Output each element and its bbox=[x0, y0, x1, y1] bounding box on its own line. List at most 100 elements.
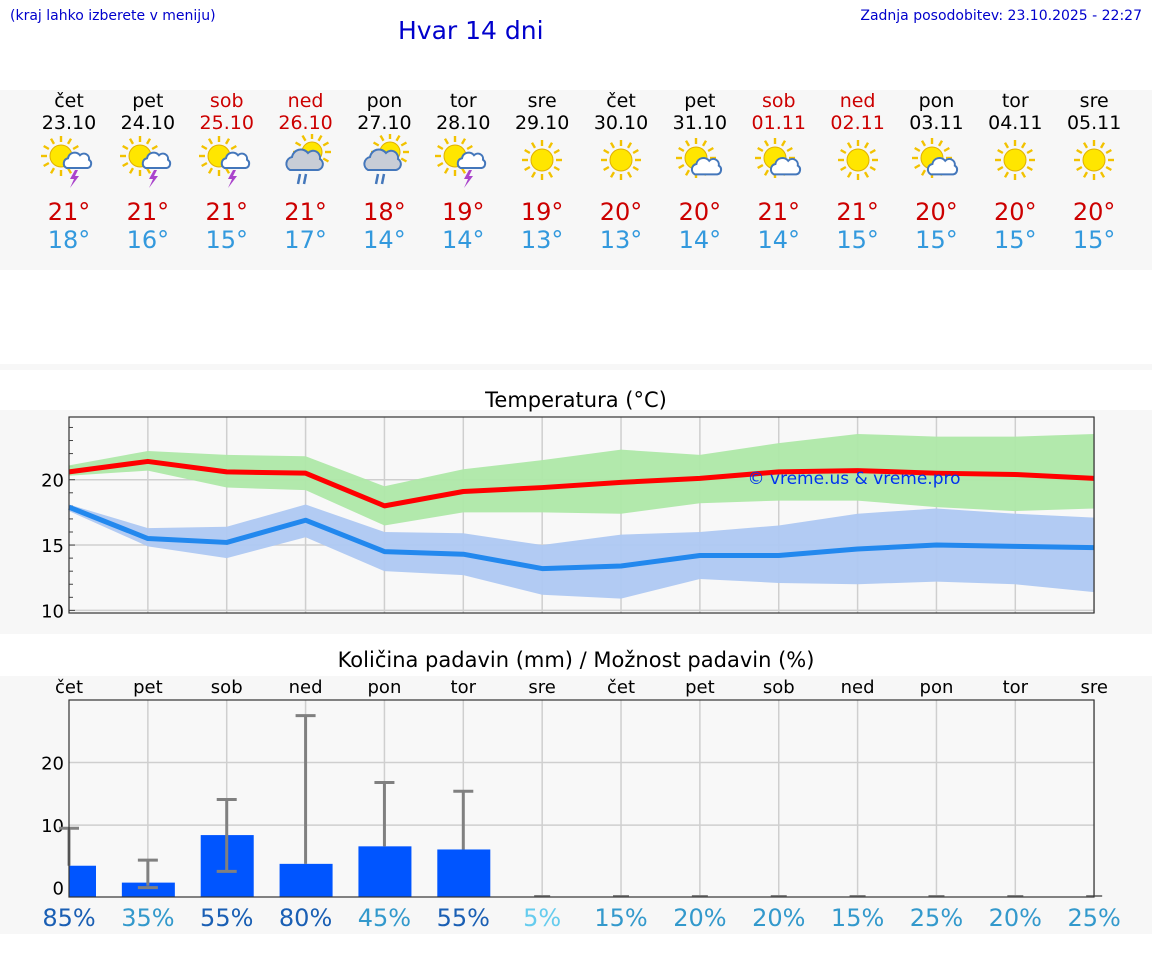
prec-day-label: sre bbox=[1080, 677, 1107, 698]
prec-bar bbox=[69, 865, 96, 897]
day-date: 23.10 bbox=[41, 112, 97, 134]
temp-max: 21° bbox=[284, 198, 327, 226]
day-date: 05.11 bbox=[1066, 112, 1122, 134]
prec-day-label: pet bbox=[133, 677, 163, 698]
temp-min: 15° bbox=[836, 226, 879, 254]
day-name: sob bbox=[761, 90, 796, 112]
day-date: 31.10 bbox=[672, 112, 728, 134]
sun-thunderstorm-icon bbox=[41, 136, 93, 188]
precipitation-chart-title: Količina padavin (mm) / Možnost padavin … bbox=[337, 648, 815, 672]
day-name: pon bbox=[366, 90, 403, 112]
temp-tick-label: 10 bbox=[41, 601, 64, 622]
temp-min: 14° bbox=[757, 226, 800, 254]
temp-min: 17° bbox=[284, 226, 327, 254]
day-date: 03.11 bbox=[909, 112, 964, 134]
precip-probability: 5% bbox=[523, 904, 562, 932]
day-name: tor bbox=[1001, 90, 1029, 112]
temp-line-max bbox=[68, 458, 1095, 509]
day-name: ned bbox=[287, 90, 324, 112]
prec-day-label: čet bbox=[607, 677, 635, 698]
temp-plot-frame bbox=[68, 416, 1095, 614]
day-date: 02.11 bbox=[830, 112, 885, 134]
temp-min: 18° bbox=[47, 226, 91, 254]
temp-max: 20° bbox=[1072, 198, 1116, 226]
precip-probability: 55% bbox=[436, 904, 490, 932]
precip-probability: 35% bbox=[121, 904, 175, 932]
temp-tick-label: 20 bbox=[41, 471, 64, 492]
temp-min: 15° bbox=[994, 226, 1037, 254]
page-title: Hvar 14 dni bbox=[398, 16, 544, 45]
precip-probability: 20% bbox=[752, 904, 806, 932]
day-date: 25.10 bbox=[199, 112, 254, 134]
prec-day-label: čet bbox=[55, 677, 83, 698]
day-name: sre bbox=[527, 90, 557, 112]
prec-day-label: tor bbox=[451, 677, 477, 698]
prec-bar bbox=[279, 863, 333, 897]
day-date: 04.11 bbox=[988, 112, 1043, 134]
temp-min: 14° bbox=[678, 226, 722, 254]
temp-max: 21° bbox=[836, 198, 879, 226]
temp-max: 21° bbox=[126, 198, 170, 226]
prec-day-label: sre bbox=[528, 677, 555, 698]
temp-min: 14° bbox=[363, 226, 406, 254]
sun-cloud-icon bbox=[754, 138, 801, 178]
sun-cloud-rain-icon bbox=[285, 134, 331, 185]
day-name: sre bbox=[1079, 90, 1109, 112]
prec-day-label: tor bbox=[1003, 677, 1029, 698]
prec-day-label: pet bbox=[685, 677, 715, 698]
precip-probability: 80% bbox=[278, 904, 333, 932]
prec-day-label: sob bbox=[211, 677, 243, 698]
temp-max: 19° bbox=[442, 198, 485, 226]
day-date: 30.10 bbox=[593, 112, 649, 134]
temp-max: 21° bbox=[205, 198, 248, 226]
prec-day-label: pon bbox=[368, 677, 402, 698]
sun-cloud-icon bbox=[912, 138, 959, 178]
day-name: ned bbox=[839, 90, 876, 112]
temp-line-min bbox=[68, 504, 1095, 572]
temp-min: 16° bbox=[126, 226, 170, 254]
prec-tick-label: 10 bbox=[41, 816, 64, 837]
temp-max: 21° bbox=[47, 198, 91, 226]
temp-min: 13° bbox=[599, 226, 643, 254]
temp-max: 20° bbox=[994, 198, 1037, 226]
sun-thunderstorm-icon bbox=[119, 136, 171, 188]
day-name: čet bbox=[54, 90, 84, 112]
sun-icon bbox=[837, 140, 878, 180]
day-date: 01.11 bbox=[751, 112, 806, 134]
day-name: pon bbox=[918, 90, 955, 112]
precip-probability: 15% bbox=[594, 904, 648, 932]
temp-tick-label: 15 bbox=[41, 536, 64, 557]
temp-min: 14° bbox=[442, 226, 485, 254]
temp-band-max-range bbox=[69, 433, 1095, 526]
forecast-band bbox=[0, 90, 1152, 270]
day-name: tor bbox=[449, 90, 477, 112]
prec-plot-frame bbox=[68, 699, 1095, 898]
temp-min: 15° bbox=[915, 226, 958, 254]
prec-day-label: sob bbox=[763, 677, 795, 698]
temp-max: 21° bbox=[757, 198, 800, 226]
sun-icon bbox=[601, 140, 642, 180]
prec-tick-label: 20 bbox=[41, 754, 64, 775]
temp-min: 15° bbox=[205, 226, 248, 254]
precip-probability: 25% bbox=[909, 904, 964, 932]
prec-tick-label: 0 bbox=[53, 879, 64, 900]
day-name: sob bbox=[209, 90, 244, 112]
prec-day-label: ned bbox=[841, 677, 875, 698]
region-hint[interactable]: (kraj lahko izberete v meniju) bbox=[10, 8, 216, 24]
sun-thunderstorm-icon bbox=[198, 136, 250, 188]
precip-probability: 85% bbox=[42, 904, 96, 932]
temp-max: 19° bbox=[520, 198, 564, 226]
temperature-chart: 10 15 20 © vreme.us & vreme.pro bbox=[41, 416, 1095, 622]
day-name: pet bbox=[132, 90, 164, 112]
precip-probability: 45% bbox=[357, 904, 412, 932]
sun-thunderstorm-icon bbox=[435, 136, 487, 188]
day-date: 29.10 bbox=[514, 112, 570, 134]
sun-cloud-rain-icon bbox=[363, 134, 410, 185]
prec-bar bbox=[358, 846, 412, 897]
temp-min: 15° bbox=[1072, 226, 1116, 254]
precip-probability: 55% bbox=[200, 904, 254, 932]
last-update: Zadnja posodobitev: 23.10.2025 - 22:27 bbox=[860, 8, 1142, 24]
precip-probability: 20% bbox=[988, 904, 1042, 932]
precip-probability: 15% bbox=[830, 904, 885, 932]
precip-probability: 20% bbox=[673, 904, 727, 932]
